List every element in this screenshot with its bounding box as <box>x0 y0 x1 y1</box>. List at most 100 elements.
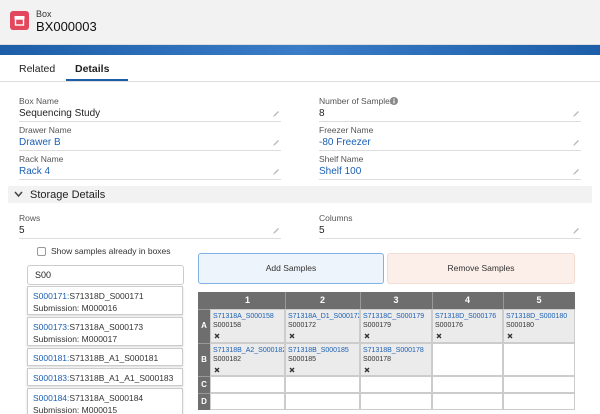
suggestion[interactable]: S000173: S71318A_S000173 Submission: M000… <box>27 317 183 346</box>
field-underline <box>319 238 581 239</box>
grid-cell[interactable]: S71318D_S000176 S000176 <box>432 309 503 343</box>
sample-id: S000180 <box>506 322 535 329</box>
active-tab-underline <box>66 79 128 81</box>
search-input[interactable]: S00 <box>27 265 184 285</box>
suggestion-name: S71318A_S000184 <box>69 393 144 403</box>
field-label: Box Name <box>19 96 59 106</box>
field-underline <box>19 121 281 122</box>
sample-name: S71318B_S000185 <box>288 347 349 354</box>
column-divider <box>360 292 361 309</box>
field-underline <box>19 179 281 180</box>
field-label: Columns <box>319 213 353 223</box>
suggestion-id: S000183: <box>33 373 70 383</box>
row-label-cell <box>198 343 210 376</box>
grid-header <box>198 292 575 309</box>
grid-cell[interactable]: S71318A_S000158 S000158 <box>210 309 285 343</box>
remove-icon <box>436 333 442 339</box>
section-bar <box>8 186 592 203</box>
suggestion[interactable]: S000171: S71318D_S000171 Submission: M000… <box>27 286 183 315</box>
grid-cell[interactable] <box>210 376 285 393</box>
edit-icon <box>573 169 579 175</box>
sample-id: S000185 <box>288 356 317 363</box>
field-value: 5 <box>19 225 25 236</box>
grid-cell[interactable] <box>432 343 503 376</box>
grid-cell[interactable]: S71318B_A2_S000182 S000182 <box>210 343 285 376</box>
grid-cell[interactable] <box>432 376 503 393</box>
grid-cell[interactable] <box>503 343 575 376</box>
button[interactable]: Add Samples <box>198 253 384 284</box>
info-icon <box>390 97 398 105</box>
sample-id: S000179 <box>363 322 392 329</box>
edit-icon <box>273 169 279 175</box>
row-label: A <box>201 321 207 330</box>
sample-name: S71318D_S000180 <box>506 313 568 320</box>
remove-icon <box>289 367 295 373</box>
grid-cell[interactable]: S71318B_S000178 S000178 <box>360 343 432 376</box>
grid-cell[interactable] <box>503 393 575 410</box>
suggestion[interactable]: S000183: S71318B_A1_A1_S000183 <box>27 368 183 386</box>
edit-icon <box>573 140 579 146</box>
sample-id: S000178 <box>363 356 392 363</box>
column-divider <box>285 292 286 309</box>
remove-icon <box>289 333 295 339</box>
column-label: 4 <box>464 295 470 305</box>
tab[interactable]: Details <box>75 63 110 75</box>
edit-icon <box>273 111 279 117</box>
suggestion-submission: Submission: M000017 <box>33 334 118 344</box>
field-label: Rack Name <box>19 154 64 164</box>
sample-name: S71318C_S000179 <box>363 313 425 320</box>
sample-name: S71318B_S000178 <box>363 347 424 354</box>
field-label: Freezer Name <box>319 125 374 135</box>
grid-cell[interactable] <box>285 376 360 393</box>
field-value: -80 Freezer <box>319 137 371 148</box>
tab[interactable]: Related <box>19 63 56 75</box>
sample-id: S000172 <box>288 322 317 329</box>
suggestion-name: S71318A_S000173 <box>69 322 144 332</box>
field-underline <box>319 150 581 151</box>
field-value: Rack 4 <box>19 166 51 177</box>
field-label: Drawer Name <box>19 125 72 135</box>
column-label: 3 <box>393 295 399 305</box>
sample-name: S71318D_S000176 <box>435 313 497 320</box>
field-value: Shelf 100 <box>319 166 362 177</box>
checkbox[interactable] <box>37 247 46 256</box>
edit-icon <box>573 111 579 117</box>
section-title: Storage Details <box>30 189 106 201</box>
grid-cell[interactable] <box>432 393 503 410</box>
chevron <box>14 191 23 198</box>
grid-cell[interactable]: S71318A_D1_S000172 S000172 <box>285 309 360 343</box>
edit-icon <box>273 140 279 146</box>
grid-cell[interactable]: S71318D_S000180 S000180 <box>503 309 575 343</box>
box-icon <box>10 11 29 30</box>
suggestion-id: S000181: <box>33 353 70 363</box>
row-label-cell <box>198 393 210 410</box>
field-underline <box>19 238 281 239</box>
field-value: Drawer B <box>19 137 61 148</box>
suggestion-id: S000173: <box>33 322 70 332</box>
grid-cell[interactable] <box>285 393 360 410</box>
edit-icon <box>573 228 579 234</box>
field-value: 5 <box>319 225 325 236</box>
field-underline <box>19 150 281 151</box>
grid-cell[interactable] <box>360 393 432 410</box>
blue-band <box>0 45 600 55</box>
sample-id: S000158 <box>213 322 242 329</box>
suggestion-name: S71318B_A1_S000181 <box>69 353 159 363</box>
record-title: BX000003 <box>36 19 97 34</box>
grid-cell[interactable] <box>210 393 285 410</box>
suggestion-name: S71318B_A1_A1_S000183 <box>69 373 174 383</box>
field-underline <box>319 121 581 122</box>
grid-cell[interactable]: S71318B_S000185 S000185 <box>285 343 360 376</box>
grid-cell[interactable] <box>360 376 432 393</box>
button[interactable]: Remove Samples <box>387 253 575 284</box>
grid-cell[interactable] <box>503 376 575 393</box>
object-type: Box <box>36 9 52 19</box>
suggestion[interactable]: S000184: S71318A_S000184 Submission: M000… <box>27 388 183 414</box>
suggestion-name: S71318D_S000171 <box>69 291 144 301</box>
sample-name: S71318A_S000158 <box>213 313 274 320</box>
remove-icon <box>364 367 370 373</box>
tab-divider <box>0 81 600 82</box>
suggestion[interactable]: S000181: S71318B_A1_S000181 <box>27 348 183 366</box>
grid-cell[interactable]: S71318C_S000179 S000179 <box>360 309 432 343</box>
